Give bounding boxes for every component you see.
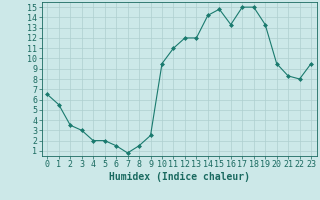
X-axis label: Humidex (Indice chaleur): Humidex (Indice chaleur)	[109, 172, 250, 182]
